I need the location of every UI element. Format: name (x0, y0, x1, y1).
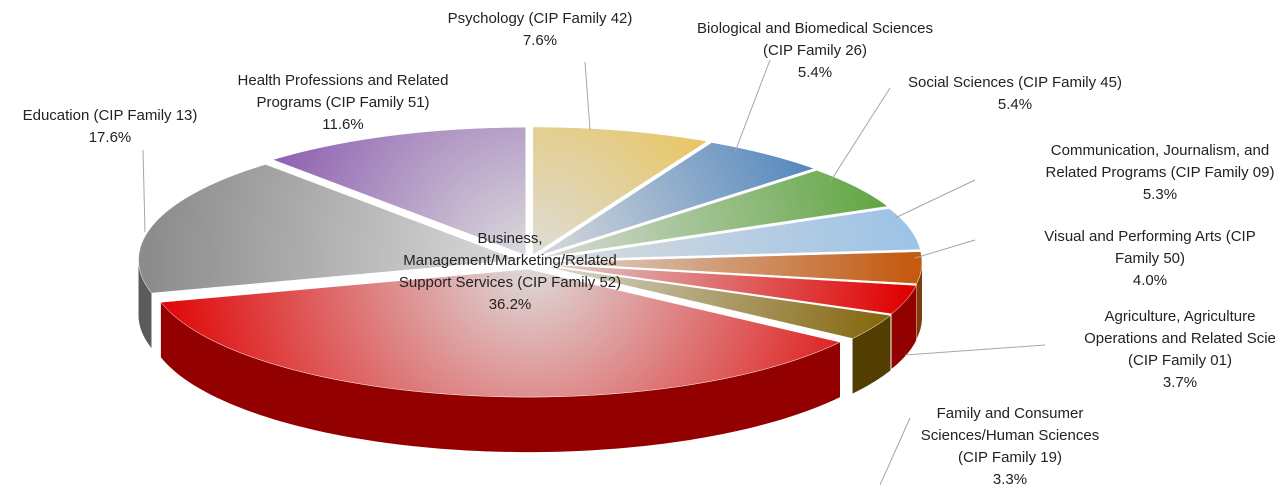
slice (537, 142, 815, 257)
data-label: Health Professions and Related Programs … (228, 70, 458, 136)
slice (540, 265, 892, 339)
slice-side (852, 315, 891, 394)
category-label: Biological and Biomedical Sciences (CIP … (697, 20, 933, 59)
value-label: 3.3% (992, 471, 1028, 488)
data-label: Psychology (CIP Family 42) 7.6% (425, 8, 655, 52)
data-label: Education (CIP Family 13) 17.6% (5, 105, 215, 149)
data-label: Biological and Biomedical Sciences (CIP … (690, 18, 940, 84)
leader-line (734, 59, 771, 153)
category-label: Communication, Journalism, and Related P… (1045, 142, 1275, 181)
leader-line (894, 179, 976, 219)
slice (541, 263, 917, 315)
slice-side (138, 259, 152, 349)
value-label: 4.0% (1132, 272, 1168, 289)
value-label: 11.6% (322, 116, 364, 133)
leader-line (879, 417, 911, 486)
category-label: Health Professions and Related Programs … (237, 72, 449, 111)
value-label: 36.2% (488, 296, 532, 313)
value-label: 3.7% (1162, 374, 1198, 391)
slice (541, 251, 923, 284)
data-label: Family and Consumer Sciences/Human Scien… (915, 403, 1105, 491)
data-label: Communication, Journalism, and Related P… (1035, 140, 1281, 206)
data-label: Social Sciences (CIP Family 45) 5.4% (895, 72, 1135, 116)
leader-line (904, 344, 1046, 356)
slice-side-shade (138, 259, 152, 349)
leader-line (829, 87, 891, 183)
data-label: Visual and Performing Arts (CIP Family 5… (1028, 226, 1273, 292)
data-label: Business, Management/Marketing/Related S… (390, 228, 630, 316)
value-label: 5.3% (1142, 186, 1178, 203)
slice (539, 170, 889, 259)
category-label: Education (CIP Family 13) (22, 107, 198, 124)
category-label: Psychology (CIP Family 42) (447, 10, 633, 27)
leader-line (584, 61, 591, 131)
leader-line (914, 239, 976, 259)
category-label: Family and Consumer Sciences/Human Scien… (920, 405, 1100, 466)
leader-line (142, 149, 146, 233)
slice (272, 127, 526, 256)
slice-side-shade (891, 285, 917, 369)
slice (160, 268, 841, 398)
slice (532, 126, 708, 256)
slice-side (891, 285, 917, 369)
slice (138, 164, 519, 294)
data-label: Agriculture, Agriculture Operations and … (1078, 306, 1281, 394)
category-label: Visual and Performing Arts (CIP Family 5… (1044, 228, 1256, 267)
slice-side-shade (160, 302, 840, 453)
value-label: 17.6% (88, 129, 132, 146)
slice-side-shade (852, 315, 891, 394)
slice-side (160, 302, 840, 453)
value-label: 5.4% (997, 96, 1033, 113)
value-label: 7.6% (522, 32, 558, 49)
category-label: Business, Management/Marketing/Related S… (398, 230, 622, 291)
value-label: 5.4% (797, 64, 833, 81)
slice (541, 208, 921, 261)
category-label: Agriculture, Agriculture Operations and … (1084, 308, 1276, 369)
category-label: Social Sciences (CIP Family 45) (908, 74, 1122, 91)
